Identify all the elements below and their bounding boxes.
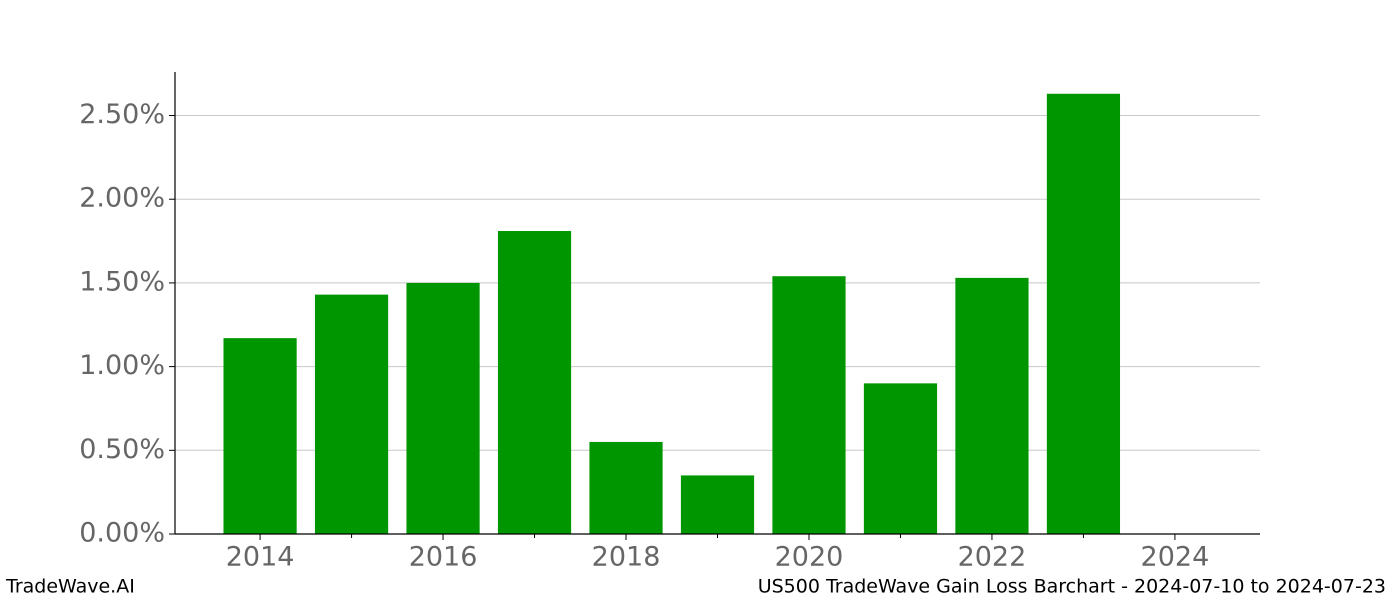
x-tick-label: 2014 [226,542,295,573]
watermark: TradeWave.AI [5,576,135,598]
x-tick-label: 2022 [958,542,1027,573]
y-tick-label: 1.50% [79,266,165,297]
bar [772,276,846,534]
y-tick-label: 0.50% [79,434,165,465]
y-tick-label: 2.00% [79,183,165,214]
x-tick-label: 2018 [592,542,661,573]
bar [955,277,1029,534]
y-tick-label: 2.50% [79,99,165,130]
bar [314,294,389,534]
x-tick-label: 2020 [775,542,844,573]
chart-title: US500 TradeWave Gain Loss Barchart - 202… [758,576,1386,598]
bar [1046,93,1121,535]
y-tick-label: 0.00% [79,518,165,549]
y-tick-label: 1.00% [79,350,165,381]
x-tick-label: 2024 [1141,542,1210,573]
bar [406,282,480,534]
bar [589,441,663,534]
bar [863,383,938,534]
x-tick-label: 2016 [409,542,478,573]
bar [223,338,297,534]
bar [497,231,572,535]
bar [680,475,755,534]
